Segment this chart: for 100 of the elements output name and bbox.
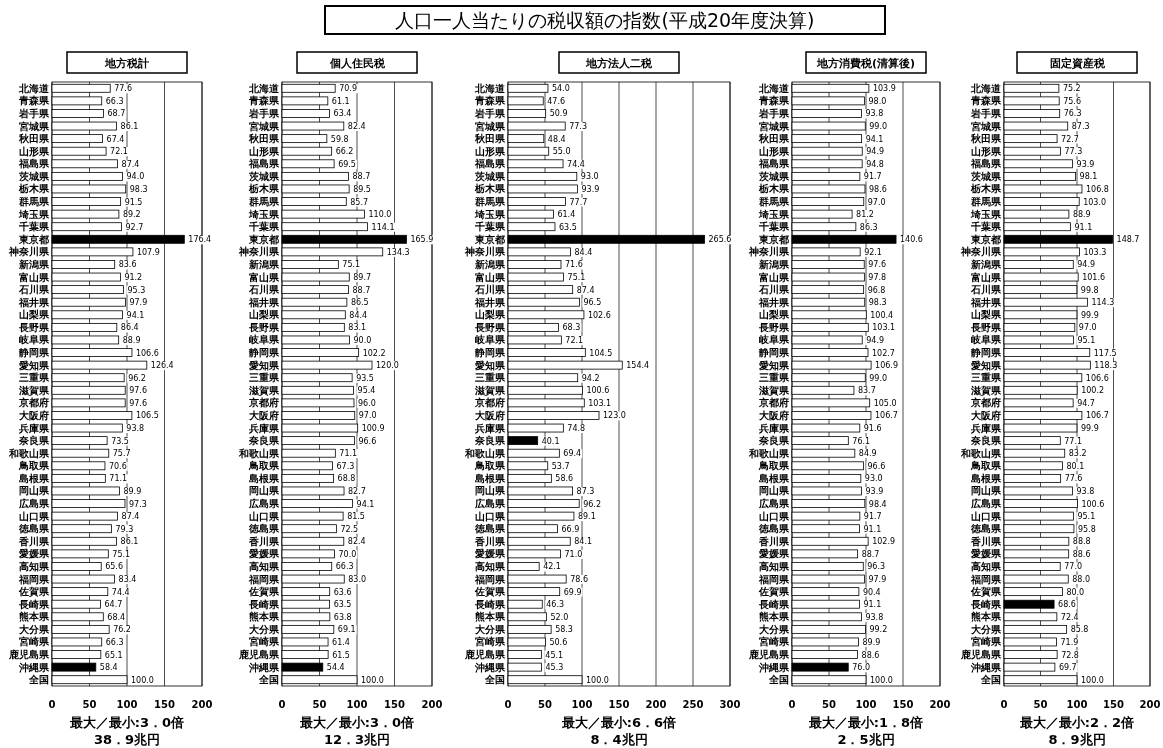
y-tick-label: 香川県 bbox=[758, 535, 790, 547]
data-label: 74.4 bbox=[567, 159, 585, 169]
data-label: 92.7 bbox=[125, 222, 144, 232]
y-tick-label: 福井県 bbox=[758, 296, 790, 308]
y-tick-label: 千葉県 bbox=[18, 221, 50, 233]
data-label: 97.3 bbox=[128, 499, 147, 509]
data-label: 55.0 bbox=[552, 147, 571, 157]
data-label: 72.1 bbox=[110, 147, 128, 157]
data-label: 103.9 bbox=[872, 84, 896, 94]
data-label: 87.4 bbox=[121, 512, 140, 522]
y-tick-label: 福岡県 bbox=[758, 573, 790, 585]
data-label: 118.3 bbox=[1094, 361, 1118, 371]
y-tick-label: 山口県 bbox=[759, 510, 790, 522]
y-tick-label: 埼玉県 bbox=[248, 208, 280, 220]
y-tick-label: 山口県 bbox=[19, 510, 50, 522]
y-tick-label: 長野県 bbox=[248, 321, 280, 333]
data-label: 84.1 bbox=[574, 537, 593, 547]
data-label: 94.8 bbox=[866, 159, 884, 169]
data-label: 81.2 bbox=[856, 210, 874, 220]
data-label: 97.9 bbox=[129, 298, 148, 308]
data-label: 102.9 bbox=[872, 537, 896, 547]
y-tick-label: 長崎県 bbox=[248, 598, 280, 610]
x-tick-label: 150 bbox=[154, 699, 175, 710]
y-tick-label: 鹿児島県 bbox=[960, 649, 1002, 661]
y-tick-label: 兵庫県 bbox=[18, 422, 50, 434]
y-tick-label: 岡山県 bbox=[971, 485, 1002, 497]
x-tick-label: 50 bbox=[538, 699, 552, 710]
data-label: 71.1 bbox=[109, 474, 128, 484]
data-label: 100.0 bbox=[361, 675, 384, 685]
data-label: 69.5 bbox=[338, 159, 356, 169]
data-label: 75.1 bbox=[112, 549, 131, 559]
data-label: 91.7 bbox=[863, 512, 882, 522]
data-label: 88.9 bbox=[1072, 210, 1091, 220]
data-label: 40.1 bbox=[541, 436, 560, 446]
data-label: 93.0 bbox=[864, 474, 883, 484]
data-label: 59.8 bbox=[330, 134, 349, 144]
y-tick-label: 山梨県 bbox=[475, 309, 506, 321]
x-tick-label: 0 bbox=[1000, 699, 1008, 710]
data-label: 106.8 bbox=[1085, 184, 1109, 194]
data-label: 87.3 bbox=[576, 486, 595, 496]
data-label: 71.0 bbox=[564, 549, 583, 559]
data-label: 98.4 bbox=[868, 499, 887, 509]
data-label: 77.6 bbox=[114, 84, 133, 94]
y-tick-label: 神奈川県 bbox=[748, 246, 790, 258]
x-tick-label: 150 bbox=[384, 699, 405, 710]
y-tick-label: 熊本県 bbox=[19, 611, 50, 623]
data-label: 84.9 bbox=[858, 449, 877, 459]
data-label: 88.7 bbox=[861, 549, 880, 559]
data-label: 99.2 bbox=[869, 625, 888, 635]
y-tick-label: 静岡県 bbox=[248, 347, 280, 359]
data-label: 106.6 bbox=[135, 348, 159, 358]
data-label: 68.3 bbox=[562, 323, 581, 333]
data-label: 89.5 bbox=[353, 184, 371, 194]
y-tick-label: 栃木県 bbox=[474, 183, 506, 195]
x-tick-label: 100 bbox=[855, 699, 877, 710]
y-tick-label: 高知県 bbox=[249, 560, 280, 572]
data-label: 88.8 bbox=[1072, 537, 1091, 547]
data-label: 77.7 bbox=[569, 197, 588, 207]
y-tick-label: 埼玉県 bbox=[474, 208, 506, 220]
data-label: 53.7 bbox=[551, 461, 570, 471]
data-label: 103.1 bbox=[588, 398, 612, 408]
y-tick-label: 青森県 bbox=[474, 95, 506, 107]
y-tick-label: 島根県 bbox=[971, 472, 1002, 484]
data-label: 97.0 bbox=[1078, 323, 1097, 333]
y-tick-label: 石川県 bbox=[474, 284, 506, 296]
data-label: 64.7 bbox=[104, 600, 123, 610]
data-label: 90.4 bbox=[862, 587, 881, 597]
data-label: 63.4 bbox=[333, 109, 352, 119]
y-tick-label: 大阪府 bbox=[18, 409, 49, 421]
y-tick-label: 岐阜県 bbox=[19, 334, 50, 346]
data-label: 78.6 bbox=[570, 575, 588, 585]
data-label: 85.7 bbox=[350, 197, 369, 207]
y-tick-label: 長崎県 bbox=[474, 598, 506, 610]
y-tick-label: 三重県 bbox=[971, 372, 1002, 384]
y-tick-label: 大分県 bbox=[970, 623, 1002, 635]
y-tick-label: 栃木県 bbox=[18, 183, 50, 195]
y-tick-label: 鹿児島県 bbox=[8, 649, 50, 661]
y-tick-label: 岐阜県 bbox=[249, 334, 280, 346]
y-tick-label: 群馬県 bbox=[18, 196, 50, 208]
y-tick-label: 佐賀県 bbox=[970, 586, 1002, 599]
y-tick-label: 佐賀県 bbox=[474, 586, 506, 599]
data-label: 47.6 bbox=[547, 96, 566, 106]
y-tick-label: 大阪府 bbox=[474, 409, 505, 421]
y-tick-label: 広島県 bbox=[758, 498, 790, 510]
data-label: 66.2 bbox=[335, 147, 354, 157]
y-tick-label: 三重県 bbox=[759, 372, 790, 384]
x-tick-label: 200 bbox=[1139, 699, 1161, 710]
data-label: 46.3 bbox=[546, 600, 565, 610]
y-tick-label: 石川県 bbox=[970, 284, 1002, 296]
y-tick-label: 奈良県 bbox=[758, 435, 790, 447]
data-label: 66.3 bbox=[105, 637, 124, 647]
y-tick-label: 栃木県 bbox=[970, 183, 1002, 195]
data-label: 61.5 bbox=[332, 650, 350, 660]
y-tick-label: 長野県 bbox=[18, 321, 50, 333]
x-tick-label: 200 bbox=[191, 699, 213, 710]
y-tick-label: 岩手県 bbox=[248, 107, 280, 119]
data-label: 102.7 bbox=[872, 348, 895, 358]
data-label: 89.9 bbox=[123, 486, 142, 496]
text: 人口一人当たりの税収額の指数(平成20年度決算) bbox=[395, 9, 815, 31]
y-tick-label: 静岡県 bbox=[18, 347, 50, 359]
